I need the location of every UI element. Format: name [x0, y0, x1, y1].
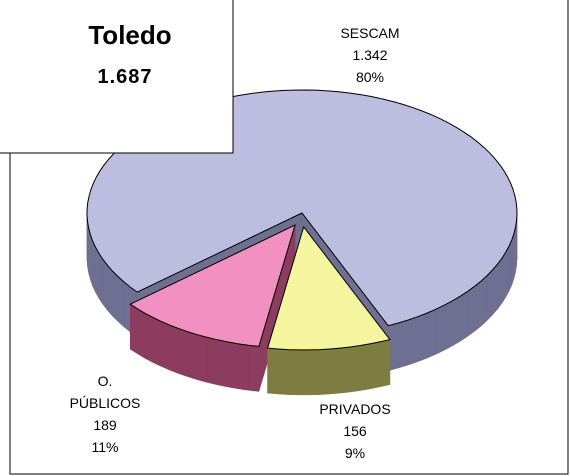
slice-name: PRIVADOS: [319, 401, 391, 417]
slice: [129, 224, 296, 347]
slice-name: SESCAM: [340, 25, 400, 41]
pie: [86, 89, 518, 396]
slice-value: 1.342: [352, 47, 388, 63]
chart-subtitle: 1.687: [97, 66, 153, 88]
slice: [266, 225, 391, 351]
slice-percent: 11%: [91, 439, 119, 455]
chart-title: Toledo: [88, 20, 172, 50]
slice-name: O. PÚBLICOS: [69, 373, 141, 411]
title-box: [0, 0, 234, 154]
slice-label: O. PÚBLICOS 189 11%: [35, 370, 175, 458]
slice-label: PRIVADOS 156 9%: [285, 398, 425, 464]
slice-percent: 9%: [344, 445, 366, 461]
slice-value: 189: [93, 417, 117, 433]
slice-percent: 80%: [355, 69, 385, 85]
slice-label: SESCAM 1.342 80%: [300, 22, 440, 88]
slice-value: 156: [343, 423, 367, 439]
